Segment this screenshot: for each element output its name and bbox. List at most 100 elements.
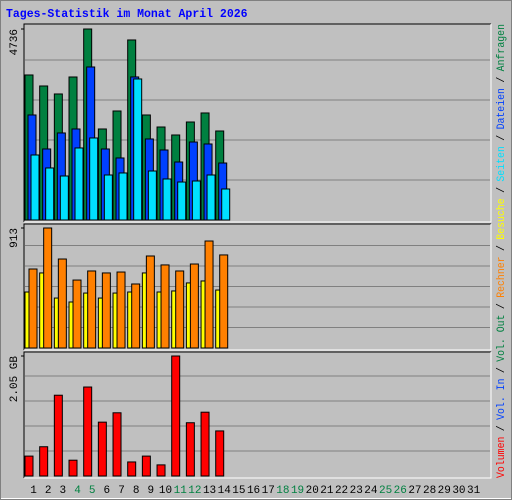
bar	[83, 386, 93, 477]
bar	[206, 174, 216, 221]
bar	[131, 283, 141, 349]
bar	[39, 446, 49, 477]
x-tick-label: 1	[30, 485, 37, 497]
x-tick-label: 9	[148, 485, 155, 497]
bar	[221, 188, 231, 221]
bar	[30, 154, 40, 221]
legend-separator: /	[496, 425, 508, 431]
bar	[103, 174, 113, 221]
chart-title: Tages-Statistik im Monat April 2026	[6, 8, 248, 21]
legend-separator: /	[496, 187, 508, 193]
bar	[24, 455, 34, 477]
x-tick-label: 20	[306, 485, 319, 497]
x-tick-label: 4	[74, 485, 81, 497]
bar	[219, 254, 229, 349]
x-tick-label: 15	[232, 485, 245, 497]
bar	[116, 271, 126, 349]
x-tick-label: 14	[218, 485, 232, 497]
x-tick-label: 25	[379, 485, 392, 497]
legend-separator: /	[496, 77, 508, 83]
x-tick-label: 8	[133, 485, 140, 497]
bar	[171, 355, 181, 477]
bar	[156, 464, 166, 477]
plot-bevel	[23, 23, 491, 222]
bar	[43, 227, 53, 349]
legend-entry: Seiten	[496, 146, 508, 181]
plot-bevel	[23, 351, 491, 478]
x-tick-label: 10	[159, 485, 172, 497]
x-tick-label: 26	[394, 485, 407, 497]
bar	[189, 263, 199, 349]
legend-separator: /	[496, 303, 508, 309]
y-tick-label: 4736	[9, 29, 21, 55]
x-tick-label: 31	[467, 485, 481, 497]
bar	[68, 459, 78, 477]
x-tick-label: 16	[247, 485, 260, 497]
bar	[87, 270, 97, 349]
legend-entry: Anfragen	[496, 24, 508, 71]
x-tick-label: 28	[423, 485, 436, 497]
bar	[204, 240, 214, 349]
bar	[101, 272, 111, 349]
bar	[59, 175, 69, 221]
legend-separator: /	[496, 367, 508, 373]
bar	[118, 172, 128, 221]
bar	[89, 137, 99, 221]
bar	[177, 181, 187, 221]
legend-separator: /	[496, 135, 508, 141]
x-tick-label: 27	[408, 485, 421, 497]
bar	[72, 279, 82, 349]
bar	[200, 411, 210, 477]
x-tick-label: 2	[45, 485, 52, 497]
bar	[162, 178, 172, 221]
x-tick-label: 22	[335, 485, 348, 497]
legend-entry: Vol. Out	[496, 314, 508, 361]
bar	[133, 78, 143, 221]
x-tick-label: 5	[89, 485, 96, 497]
x-tick-label: 19	[291, 485, 304, 497]
y-tick-label: 2.05 GB	[9, 356, 21, 403]
bar	[97, 421, 107, 477]
bar	[74, 147, 84, 221]
x-tick-label: 18	[276, 485, 289, 497]
bar	[215, 430, 225, 477]
plot-bevel	[23, 223, 491, 350]
legend-entry: Besuche	[496, 198, 508, 239]
legend-entry: Vol. In	[496, 378, 508, 419]
bar	[57, 258, 67, 349]
legend-separator: /	[496, 245, 508, 251]
x-tick-label: 21	[320, 485, 334, 497]
bar	[160, 264, 170, 349]
x-tick-label: 30	[452, 485, 465, 497]
x-tick-label: 6	[104, 485, 111, 497]
plot-bevel	[24, 224, 492, 351]
x-tick-label: 7	[118, 485, 125, 497]
bar	[185, 422, 195, 477]
plot-bevel	[24, 352, 492, 479]
bar	[53, 394, 63, 477]
bar	[45, 167, 55, 221]
bar	[112, 412, 122, 477]
x-tick-label: 3	[60, 485, 67, 497]
legend-entry: Volumen	[496, 437, 508, 478]
bar	[191, 180, 201, 221]
legend-entry: Dateien	[496, 88, 508, 129]
bar	[141, 455, 151, 477]
x-tick-label: 11	[174, 485, 188, 497]
legend: Volumen / Vol. In / Vol. Out / Rechner / Besuche…	[496, 24, 508, 478]
x-tick-label: 24	[364, 485, 378, 497]
x-tick-label: 13	[203, 485, 216, 497]
legend-entry: Rechner	[496, 256, 508, 297]
x-tick-label: 12	[188, 485, 201, 497]
bar	[147, 170, 157, 221]
bar	[145, 255, 155, 349]
x-tick-label: 29	[438, 485, 451, 497]
x-tick-label: 17	[262, 485, 275, 497]
bar	[175, 270, 185, 349]
y-tick-label: 913	[9, 228, 21, 248]
plot-area	[24, 352, 491, 478]
bar	[127, 461, 137, 477]
bar	[28, 268, 38, 349]
plot-bevel	[24, 24, 492, 223]
